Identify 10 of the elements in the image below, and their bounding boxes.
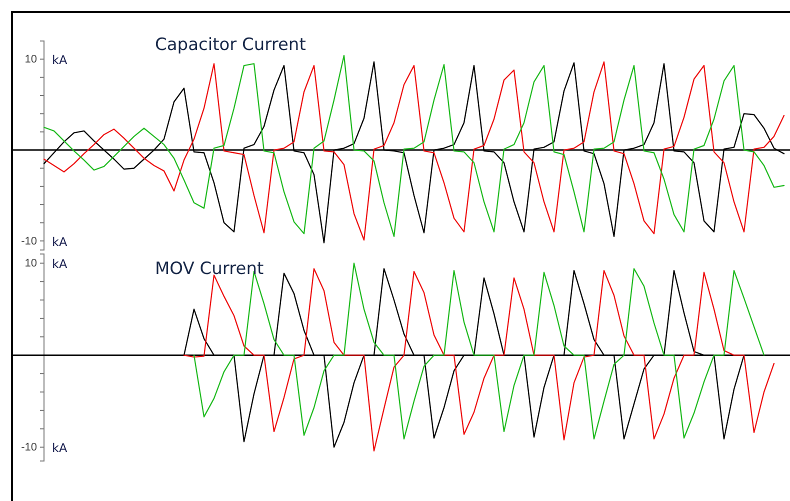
chart-title: Capacitor Current [155,35,306,55]
chart-title: MOV Current [155,259,264,279]
y-axis-title: kA [52,257,68,272]
y-tick-label: 10 [24,54,37,66]
y-tick-label: -10 [21,235,37,248]
text: kA [52,441,68,456]
y-tick-label: -10 [21,442,37,454]
text: kA [52,234,68,249]
y-tick-label: 10 [24,258,37,270]
y-axis-title: kA [52,53,68,68]
